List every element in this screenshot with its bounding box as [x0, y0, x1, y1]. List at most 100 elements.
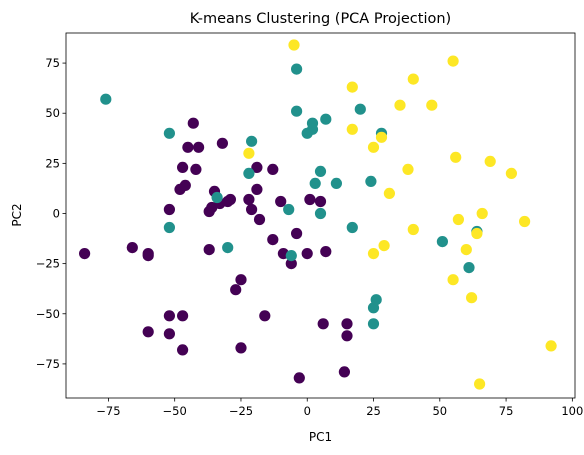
data-point — [545, 340, 557, 352]
data-point — [163, 310, 175, 322]
data-point — [235, 274, 247, 286]
data-point — [222, 242, 234, 254]
data-point — [309, 177, 321, 189]
data-point — [367, 318, 380, 330]
y-tick-label: −75 — [36, 357, 60, 371]
data-point — [426, 99, 438, 111]
data-point — [471, 227, 483, 240]
data-point — [407, 223, 419, 236]
data-point — [288, 39, 300, 51]
data-point — [259, 310, 271, 322]
x-tick-label: 50 — [432, 404, 447, 418]
y-tick-label: −50 — [36, 307, 60, 321]
data-point — [126, 242, 138, 254]
chart-title: K-means Clustering (PCA Projection) — [190, 11, 451, 27]
data-point — [177, 310, 189, 322]
data-point — [383, 187, 395, 199]
data-point — [370, 294, 382, 306]
data-point — [314, 207, 327, 220]
data-point — [283, 203, 295, 216]
data-point — [211, 191, 223, 204]
data-point — [367, 248, 380, 260]
data-point — [285, 250, 297, 262]
data-point — [314, 195, 327, 208]
data-point — [460, 244, 472, 256]
data-point — [314, 165, 327, 177]
data-point — [341, 318, 353, 330]
data-point — [466, 292, 478, 304]
data-point — [267, 163, 279, 175]
data-point — [338, 366, 350, 378]
data-point — [519, 215, 531, 228]
data-point — [447, 274, 459, 286]
data-point — [163, 221, 175, 234]
data-point — [505, 167, 517, 179]
data-point — [291, 227, 303, 240]
data-point — [177, 344, 189, 356]
x-tick-label: 100 — [561, 404, 583, 418]
data-point — [179, 179, 191, 191]
data-point — [163, 127, 175, 139]
data-point — [304, 193, 316, 206]
y-tick-label: 25 — [45, 156, 60, 170]
data-point — [354, 103, 366, 115]
x-tick-label: 25 — [366, 404, 381, 418]
data-point — [251, 161, 263, 173]
data-point — [187, 117, 199, 129]
data-point — [346, 123, 358, 135]
data-point — [190, 163, 202, 175]
x-tick-label: 75 — [499, 404, 514, 418]
data-point — [474, 378, 486, 390]
data-point — [142, 326, 154, 338]
data-point — [291, 63, 303, 75]
data-point — [484, 155, 496, 167]
y-tick-label: −25 — [36, 257, 60, 271]
data-point — [450, 151, 462, 163]
data-point — [235, 342, 247, 354]
data-point — [216, 137, 228, 149]
data-point — [193, 141, 205, 153]
data-point — [330, 177, 342, 189]
data-point — [275, 195, 287, 208]
data-point — [79, 248, 91, 260]
x-tick-label: 0 — [304, 404, 311, 418]
data-point — [293, 372, 305, 384]
y-tick-label: 75 — [45, 56, 60, 70]
data-point — [367, 141, 380, 153]
data-point — [243, 147, 255, 159]
data-point — [142, 250, 154, 262]
data-point — [346, 81, 358, 93]
y-tick-label: 0 — [53, 206, 60, 220]
data-point — [341, 330, 353, 342]
data-point — [100, 93, 112, 105]
x-tick-label: −50 — [163, 404, 187, 418]
data-point — [320, 246, 332, 258]
data-point — [346, 221, 358, 234]
axes-frame — [65, 32, 576, 399]
data-point — [246, 135, 258, 147]
data-point — [291, 105, 303, 117]
plot-area — [79, 39, 557, 390]
data-point — [203, 244, 215, 256]
data-point — [163, 203, 175, 216]
data-point — [463, 262, 475, 274]
data-point — [285, 258, 297, 270]
data-point — [182, 141, 194, 153]
data-point — [267, 234, 279, 246]
data-point — [436, 236, 448, 248]
data-point — [224, 193, 236, 206]
data-point — [306, 123, 319, 135]
data-point — [394, 99, 406, 111]
data-point — [378, 240, 390, 252]
axes: −75 −50 −25 0 25 50 75 100 −75 −50 −25 0 25 50 75 — [36, 32, 583, 418]
data-point — [243, 167, 255, 179]
data-point — [452, 213, 464, 226]
data-point — [320, 113, 332, 125]
y-tick-label: 50 — [45, 106, 60, 120]
data-point — [365, 175, 377, 187]
data-point — [163, 328, 175, 340]
data-point — [243, 193, 255, 206]
y-axis-title: PC2 — [10, 203, 24, 226]
data-point — [407, 73, 419, 85]
